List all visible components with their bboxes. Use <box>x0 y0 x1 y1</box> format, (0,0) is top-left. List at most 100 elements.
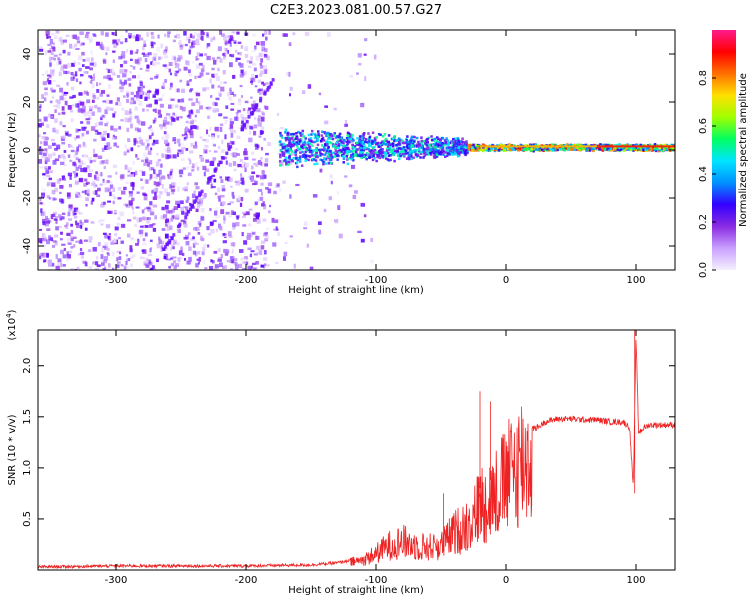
heatmap-cell <box>139 91 143 97</box>
heatmap-cell <box>199 223 202 227</box>
heatmap-cell <box>421 144 425 148</box>
heatmap-cell <box>172 136 177 142</box>
heatmap-cell <box>221 201 226 206</box>
heatmap-cell <box>629 145 632 148</box>
heatmap-cell <box>46 252 49 258</box>
heatmap-cell <box>612 144 616 147</box>
heatmap-cell <box>338 151 341 154</box>
heatmap-cell <box>51 262 55 267</box>
heatmap-cell <box>143 195 148 201</box>
heatmap-cell <box>57 57 61 60</box>
heatmap-cell <box>393 152 397 155</box>
heatmap-cell <box>609 147 613 150</box>
heatmap-cell <box>324 162 328 165</box>
heatmap-cell <box>349 138 354 143</box>
heatmap-cell <box>367 154 370 157</box>
heatmap-cell <box>48 166 51 170</box>
heatmap-cell <box>336 158 339 161</box>
heatmap-cell <box>75 103 80 108</box>
heatmap-cell <box>39 141 43 145</box>
heatmap-cell <box>656 145 658 148</box>
heatmap-cell <box>42 237 47 242</box>
heatmap-cell <box>250 96 253 99</box>
heatmap-cell <box>107 84 111 89</box>
heatmap-cell <box>219 127 223 132</box>
heatmap-cell <box>180 219 185 223</box>
heatmap-cell <box>175 200 180 206</box>
y-tick-label: 1.5 <box>22 409 33 425</box>
heatmap-cell <box>407 157 411 161</box>
heatmap-cell <box>137 74 141 80</box>
heatmap-cell <box>60 216 65 220</box>
heatmap-cell <box>344 175 348 178</box>
heatmap-cell <box>410 137 413 140</box>
heatmap-cell <box>79 160 84 165</box>
heatmap-cell <box>259 64 264 69</box>
heatmap-cell <box>195 125 199 130</box>
heatmap-cell <box>399 154 402 158</box>
heatmap-cell <box>104 123 108 127</box>
heatmap-cell <box>251 171 256 175</box>
heatmap-cell <box>173 117 176 122</box>
heatmap-cell <box>231 248 234 254</box>
colorbar-gradient <box>712 30 736 270</box>
heatmap-cell <box>67 211 71 217</box>
heatmap-cell <box>82 141 86 147</box>
heatmap-cell <box>166 113 171 116</box>
heatmap-cell <box>384 151 387 155</box>
heatmap-cell <box>279 153 282 157</box>
heatmap-cell <box>202 165 207 171</box>
heatmap-cell <box>63 224 68 228</box>
heatmap-cell <box>292 32 296 36</box>
heatmap-cell <box>614 146 617 150</box>
heatmap-cell <box>62 49 66 54</box>
heatmap-cell <box>167 146 171 151</box>
heatmap-cell <box>163 116 168 120</box>
heatmap-cell <box>212 59 217 65</box>
heatmap-cell <box>280 143 283 146</box>
heatmap-cell <box>203 193 207 198</box>
heatmap-cell <box>132 75 137 79</box>
heatmap-cell <box>113 238 117 243</box>
heatmap-cell <box>55 254 58 259</box>
heatmap-cell <box>271 78 275 82</box>
heatmap-cell <box>39 48 44 52</box>
heatmap-cell <box>149 211 155 216</box>
heatmap-cell <box>168 210 173 214</box>
heatmap-cell <box>188 98 193 101</box>
heatmap-cell <box>94 105 97 109</box>
heatmap-cell <box>408 154 411 157</box>
heatmap-cell <box>217 248 221 252</box>
heatmap-cell <box>518 147 522 150</box>
heatmap-cell <box>166 149 171 153</box>
heatmap-cell <box>219 30 222 35</box>
heatmap-cell <box>209 126 212 132</box>
heatmap-cell <box>93 153 98 158</box>
heatmap-cell <box>152 204 158 208</box>
heatmap-cell <box>622 147 625 150</box>
heatmap-cell <box>259 96 263 101</box>
x-tick-label: -200 <box>235 575 258 586</box>
heatmap-cell <box>85 118 90 121</box>
heatmap-cell <box>165 218 170 223</box>
heatmap-cell <box>391 137 395 141</box>
heatmap-cell <box>102 267 107 270</box>
heatmap-cell <box>151 190 154 194</box>
heatmap-cell <box>395 139 398 142</box>
heatmap-cell <box>186 209 190 214</box>
heatmap-cell <box>176 138 181 144</box>
heatmap-cell <box>257 159 262 163</box>
heatmap-cell <box>397 141 401 145</box>
heatmap-cell <box>172 39 176 43</box>
heatmap-cell <box>68 204 73 209</box>
heatmap-cell <box>78 92 83 96</box>
heatmap-cell <box>93 33 97 37</box>
heatmap-cell <box>241 117 245 122</box>
heatmap-cell <box>123 186 127 191</box>
heatmap-cell <box>657 145 660 148</box>
heatmap-cell <box>342 154 345 158</box>
heatmap-cell <box>383 139 386 142</box>
heatmap-cell <box>141 52 146 55</box>
heatmap-cell <box>91 57 94 62</box>
heatmap-cell <box>342 141 345 145</box>
